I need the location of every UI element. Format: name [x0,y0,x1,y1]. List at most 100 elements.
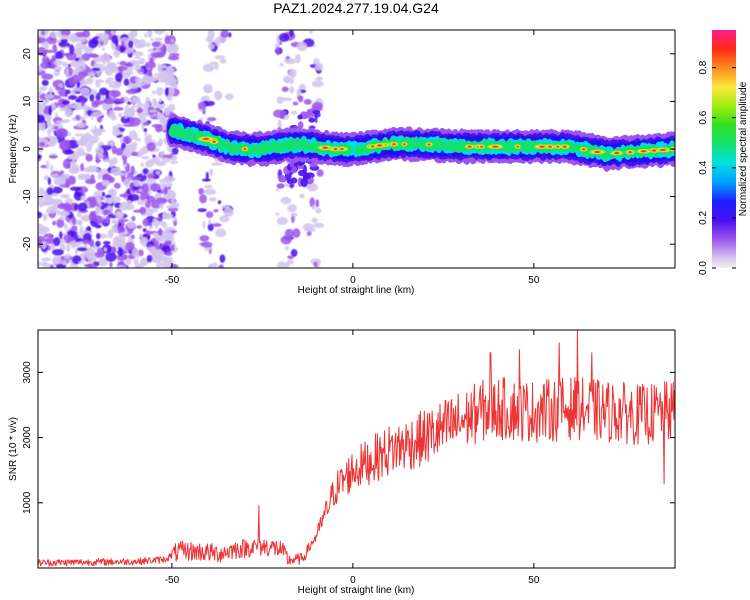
noise-blob [209,36,214,45]
noise-blob [209,168,214,177]
noise-blob [152,218,157,226]
noise-blob [67,175,76,185]
noise-blob [79,87,91,95]
noise-blob [38,223,44,229]
noise-blob [52,249,64,256]
noise-blob [287,255,294,260]
noise-blob [149,222,153,227]
noise-blob [78,37,87,43]
noise-blob [281,86,289,92]
hotspot-core [427,143,431,146]
noise-blob [125,88,138,95]
noise-blob [62,100,70,105]
noise-blob [44,237,56,244]
noise-blob [280,235,292,245]
noise-blob [277,261,287,268]
noise-blob [146,142,156,152]
hotspot-core [516,145,519,148]
noise-blob [52,43,57,54]
hotspot-core [468,145,472,148]
noise-blob [311,217,319,223]
y-tick-label: 10 [22,95,33,107]
noise-blob [64,107,73,118]
noise-blob [119,261,124,265]
noise-blob [147,30,153,38]
colorbar-ticks: 0.0 0.2 0.4 0.6 0.8 [698,60,736,275]
noise-blob [126,188,131,195]
noise-blob [49,30,58,40]
noise-blob [80,163,85,172]
ridge-blob [345,144,354,155]
spectrogram-y-label: Frequency (Hz) [8,115,19,184]
noise-blob [85,153,93,162]
noise-blob [162,45,167,55]
noise-blob [40,121,46,132]
noise-blob [102,158,113,163]
colorbar-tick-label: 0.2 [698,211,709,225]
noise-blob [130,176,142,181]
noise-blob [38,114,45,124]
noise-blob [72,217,77,225]
noise-blob [158,64,168,70]
noise-blob [76,147,85,157]
noise-blob [41,73,54,80]
noise-blob [312,110,321,115]
noise-blob [297,114,303,120]
colorbar-tick-label: 0.6 [698,110,709,124]
noise-blob [132,179,141,187]
noise-blob [38,37,46,43]
noise-blob [87,167,100,173]
x-tick-label: -50 [165,275,180,286]
colorbar-tick-label: 0.8 [698,60,709,74]
noise-blob [309,197,315,208]
noise-blob [137,44,146,48]
noise-blob [144,131,148,138]
noise-blob [95,207,100,213]
noise-blob [278,32,290,42]
noise-blob [130,141,138,147]
spectrogram-panel: -50 0 50 -20 -10 0 10 20 Height of straight lin… [8,29,676,296]
noise-blob [145,75,155,81]
noise-blob [315,199,320,208]
noise-blob [59,210,67,217]
noise-blob [158,202,164,210]
noise-blob [46,118,52,128]
noise-blob [56,209,61,216]
noise-blob [60,259,68,266]
noise-blob [118,112,123,118]
noise-blob [298,169,306,177]
noise-blob [38,211,43,219]
ridge-hotspots [197,136,675,156]
noise-blob [279,62,284,67]
noise-blob [199,194,207,204]
noise-blob [119,193,129,198]
noise-blob [131,234,135,239]
noise-blob [126,66,134,73]
noise-blob [219,215,230,223]
noise-blob [82,30,91,38]
colorbar-tick-label: 0.0 [698,261,709,275]
noise-blob [95,79,101,88]
noise-blob [58,216,67,221]
noise-blob [165,87,169,96]
noise-blob [214,55,226,60]
noise-blob [148,134,152,138]
noise-blob [67,63,72,68]
noise-blob [91,110,104,118]
noise-blob [48,105,52,116]
noise-blob [202,63,215,73]
noise-blob [103,98,115,105]
noise-blob [276,46,280,56]
noise-blob [158,97,162,103]
noise-blob [64,253,72,260]
hotspot-core [539,145,545,148]
noise-blob [92,99,105,106]
noise-blob [71,225,78,232]
noise-blob [300,177,308,187]
hotspot-core [243,148,247,150]
noise-blob [275,212,280,216]
noise-blob [55,86,61,91]
noise-blob [199,235,210,242]
noise-blob [89,241,94,248]
